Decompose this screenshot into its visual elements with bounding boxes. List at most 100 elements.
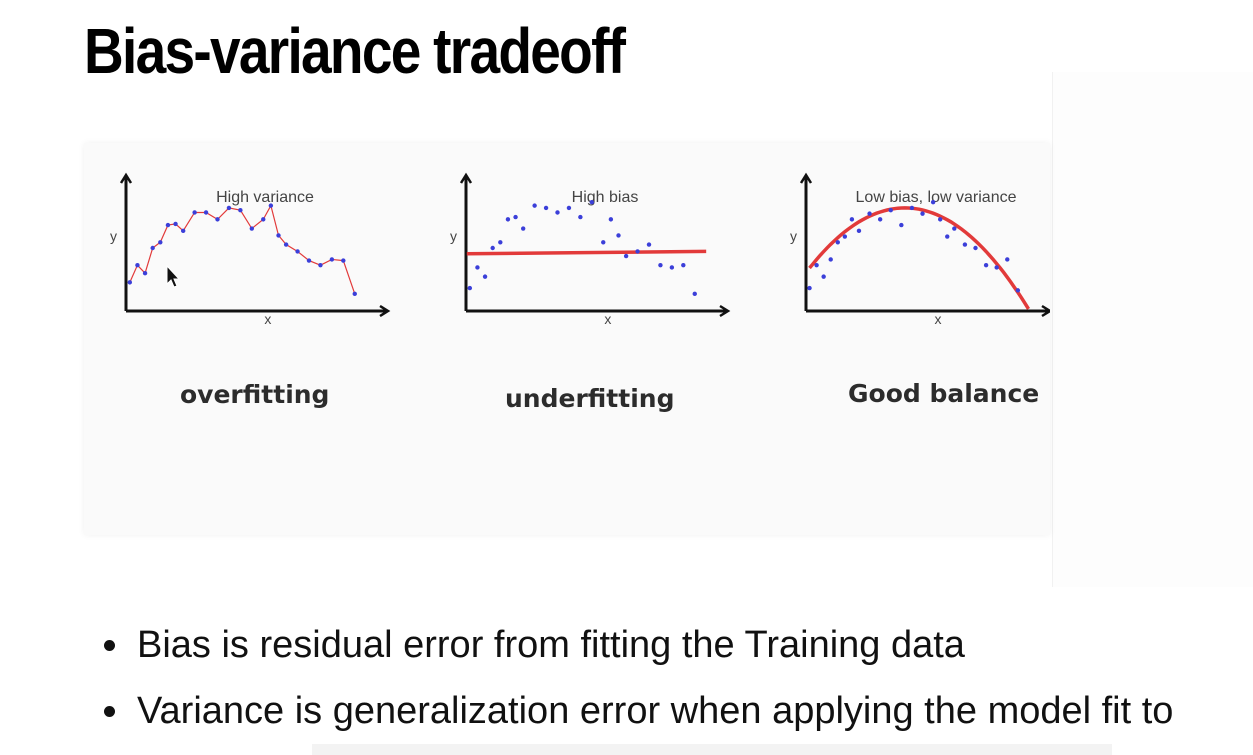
data-point [467,285,473,291]
data-point [276,233,281,238]
x-axis-arrow [719,304,731,318]
data-point [623,253,629,259]
data-point [158,240,163,245]
y-axis-arrow [799,172,813,184]
data-point [669,265,675,270]
chart-title: High variance [216,189,314,206]
x-axis-label: x [264,311,271,327]
data-point [318,262,323,268]
x-axis-arrow [379,304,391,318]
data-point [973,245,978,251]
good-balance-chart: Low bias, low variance y x [790,172,1050,327]
data-point [513,214,518,220]
data-point [692,291,697,297]
fit-line [129,204,356,295]
data-point [192,210,197,215]
data-point [482,274,488,279]
data-point [532,203,537,208]
data-point [589,199,595,205]
slide-title: Bias-variance tradeoff [84,15,626,87]
data-point [249,226,255,231]
chart-title: Low bias, low variance [856,189,1017,206]
data-point [135,262,140,268]
data-point [566,205,572,211]
data-point [203,210,209,215]
data-point [828,257,833,262]
y-axis-label: y [790,228,797,244]
underfitting-panel: High bias y x [444,143,744,343]
data-point [608,217,614,222]
data-point [994,265,999,270]
data-point [475,265,480,270]
bullet-item: Bias is residual error from fitting the … [104,612,1173,678]
fit-curve [808,206,1030,310]
data-point [681,262,686,268]
data-point [142,271,148,276]
data-point [520,226,526,231]
data-point [983,262,989,268]
fit-line [466,249,707,256]
data-point [888,208,893,213]
mouse-cursor-icon [166,265,181,288]
bullet-text: Bias is residual error from fitting the … [137,623,965,666]
data-point [555,210,560,215]
data-point [268,203,274,208]
data-point [937,217,943,222]
data-point [215,217,220,222]
data-point [635,249,640,254]
data-point [842,234,848,239]
x-axis-label: x [935,311,942,327]
data-point [180,228,186,234]
y-axis-arrow [119,172,133,184]
data-point [505,217,511,222]
data-point [920,211,925,216]
underfitting-caption: underfitting [505,384,675,413]
data-point [329,257,335,262]
data-point [295,249,300,254]
data-point [1015,288,1021,293]
bullet-list: Bias is residual error from fitting the … [104,612,1173,744]
data-point [543,205,549,211]
data-point [238,208,243,213]
data-point [306,258,312,263]
data-point [352,291,357,297]
data-point [578,214,583,220]
data-point [601,240,606,245]
data-point [150,245,155,251]
y-axis-label: y [110,228,117,244]
data-point [1005,257,1010,262]
data-point [899,222,904,228]
bullet-text: Variance is generalization error when ap… [137,689,1174,732]
good-balance-panel: Low bias, low variance y x [784,143,1050,343]
data-point [835,240,840,245]
data-point [945,234,950,239]
x-axis-arrow [1041,304,1050,318]
data-point [909,205,915,211]
data-point [127,280,133,285]
data-point [261,217,266,222]
y-axis-label: y [450,228,457,244]
data-point [616,233,621,238]
bottom-strip [312,744,1112,755]
data-point [877,217,883,222]
data-point [165,222,171,228]
overfitting-panel: High variance y x [104,143,404,343]
data-point [856,228,862,234]
data-point [807,285,812,291]
data-point [814,262,819,268]
data-point [646,242,652,247]
data-point [952,226,957,231]
data-point [867,211,872,216]
data-point [226,205,232,211]
data-point [498,240,503,245]
data-point [173,221,178,227]
data-point [930,199,936,205]
bullet-item: Variance is generalization error when ap… [104,678,1173,744]
underfitting-chart: High bias y x [450,172,731,327]
data-point [849,217,855,222]
overfitting-chart: High variance y x [110,172,391,327]
data-point [283,242,289,247]
overfitting-caption: overfitting [180,380,330,409]
data-point [341,258,346,263]
data-point [658,262,663,268]
